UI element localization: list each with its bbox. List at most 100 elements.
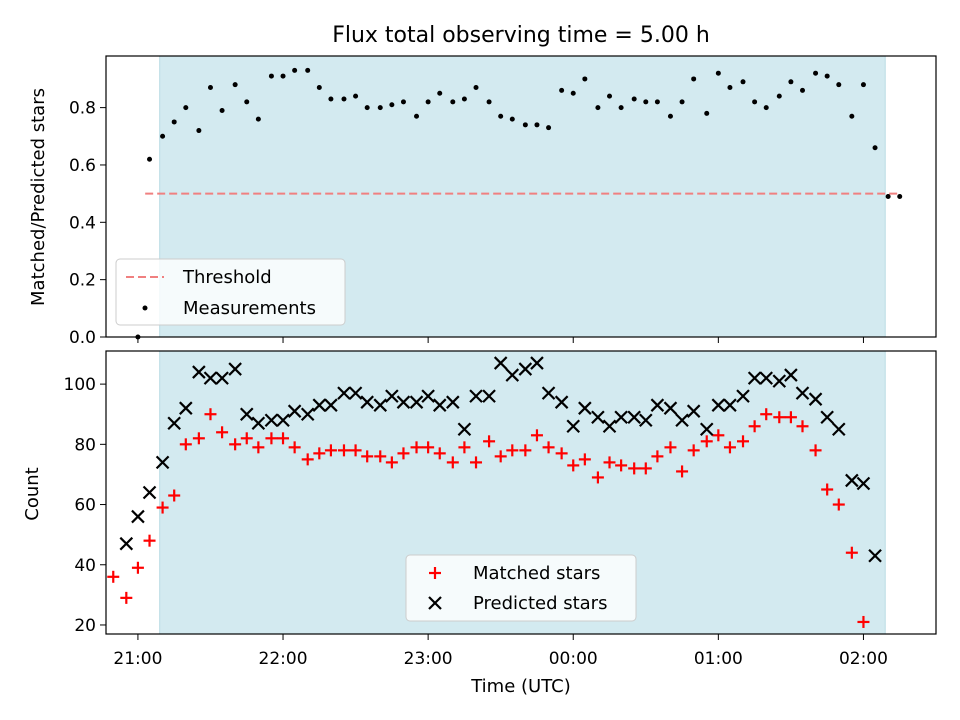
x-axis-label: Time (UTC) (470, 676, 571, 697)
measurement-point (461, 96, 467, 102)
measurement-point (341, 96, 347, 102)
measurement-point (364, 105, 370, 111)
ratio-y-tick-label: 0.0 (69, 328, 96, 348)
predicted-star-point (663, 401, 678, 415)
predicted-star-point (856, 476, 871, 491)
measurement-point (595, 105, 601, 111)
predicted-star-point (541, 386, 556, 400)
ratio-y-tick-label: 0.2 (69, 271, 96, 291)
measurement-point (509, 116, 515, 122)
matched-star-point (277, 432, 290, 445)
measurement-point (486, 99, 492, 105)
measurement-point (171, 119, 177, 125)
measurements-legend-swatch (142, 305, 148, 311)
predicted-star-point (324, 398, 338, 412)
measurement-point (654, 99, 660, 105)
predicted-star-point (264, 413, 279, 428)
predicted-legend-label: Predicted stars (473, 593, 607, 614)
predicted-star-point (566, 419, 581, 434)
matched-star-point (313, 447, 326, 460)
matched-star-point (168, 489, 181, 502)
count-y-tick-label: 40 (74, 556, 96, 576)
predicted-star-point (639, 413, 653, 428)
predicted-star-point (614, 410, 628, 425)
matched-star-point (723, 441, 736, 454)
measurement-point (704, 110, 710, 116)
matched-star-point (555, 447, 568, 460)
matched-star-point (192, 432, 205, 445)
matched-star-point (252, 441, 265, 454)
measurement-point (763, 105, 769, 111)
predicted-star-point (711, 398, 726, 412)
count-panel: 20 40 60 80 100 21:00 22:00 23:00 00:00 01:00 02:… (22, 350, 937, 669)
measurement-point (691, 76, 697, 82)
matched-star-point (288, 441, 301, 454)
matched-star-point (530, 429, 543, 442)
measurement-point (400, 99, 406, 105)
measurement-point (414, 113, 420, 119)
measurement-point (860, 82, 866, 88)
predicted-star-point (421, 389, 435, 403)
ratio-y-tick-label: 0.8 (69, 99, 96, 119)
matched-star-point (143, 534, 156, 547)
measurement-point (292, 67, 298, 73)
predicted-star-point (627, 410, 641, 425)
x-tick-label: 01:00 (694, 649, 743, 669)
measurement-point (534, 122, 540, 128)
ratio-panel: 0.00.20.40.60.8 Matched/Predicted stars … (28, 55, 937, 348)
measurement-point (643, 99, 649, 105)
measurement-point (498, 113, 504, 119)
predicted-star-point (119, 536, 134, 551)
measurement-point (607, 93, 613, 99)
predicted-star-point (276, 413, 290, 428)
predicted-star-point (482, 389, 496, 403)
predicted-star-point (300, 407, 315, 422)
matched-star-point (131, 561, 144, 574)
measurement-point (582, 76, 588, 82)
measurement-point (546, 125, 552, 131)
matched-star-point (832, 498, 845, 511)
count-legend-box (405, 554, 637, 622)
matched-star-point (651, 450, 664, 463)
measurement-point (280, 73, 286, 79)
predicted-star-point (131, 509, 145, 524)
predicted-star-point (736, 389, 750, 403)
x-tick-label: 21:00 (113, 649, 162, 669)
measurement-point (570, 90, 576, 96)
x-tick-label: 23:00 (404, 649, 453, 669)
matched-star-point (204, 408, 217, 421)
matched-star-point (179, 438, 192, 451)
predicted-star-point (373, 398, 388, 412)
predicted-star-point (699, 422, 714, 437)
matched-star-point (410, 441, 423, 454)
matched-star-point (229, 438, 242, 451)
measurement-point (776, 93, 782, 99)
matched-star-point (265, 432, 278, 445)
matched-star-point (821, 483, 834, 496)
measurement-point (631, 96, 637, 102)
predicted-star-point (808, 392, 823, 406)
count-y-axis-label: Count (22, 467, 43, 520)
predicted-star-point (287, 404, 302, 418)
measurement-point (800, 87, 806, 93)
matched-star-point (712, 429, 725, 442)
matched-star-point (156, 501, 169, 514)
measurement-point (559, 87, 565, 93)
predicted-star-point (530, 356, 544, 370)
predicted-star-point (795, 386, 810, 400)
count-y-tick-label: 60 (74, 496, 96, 516)
predicted-star-point (784, 368, 798, 382)
predicted-star-point (868, 548, 882, 563)
measurement-point (232, 82, 238, 88)
predicted-star-point (578, 401, 592, 415)
measurement-point (147, 156, 153, 162)
measurement-point (679, 99, 685, 105)
measurement-point (473, 85, 479, 91)
matched-star-point (470, 456, 483, 469)
measurement-point (244, 99, 250, 105)
matched-star-point (519, 444, 532, 457)
predicted-star-point (142, 485, 157, 500)
threshold-legend-label: Threshold (182, 267, 272, 288)
matched-star-point (603, 456, 616, 469)
